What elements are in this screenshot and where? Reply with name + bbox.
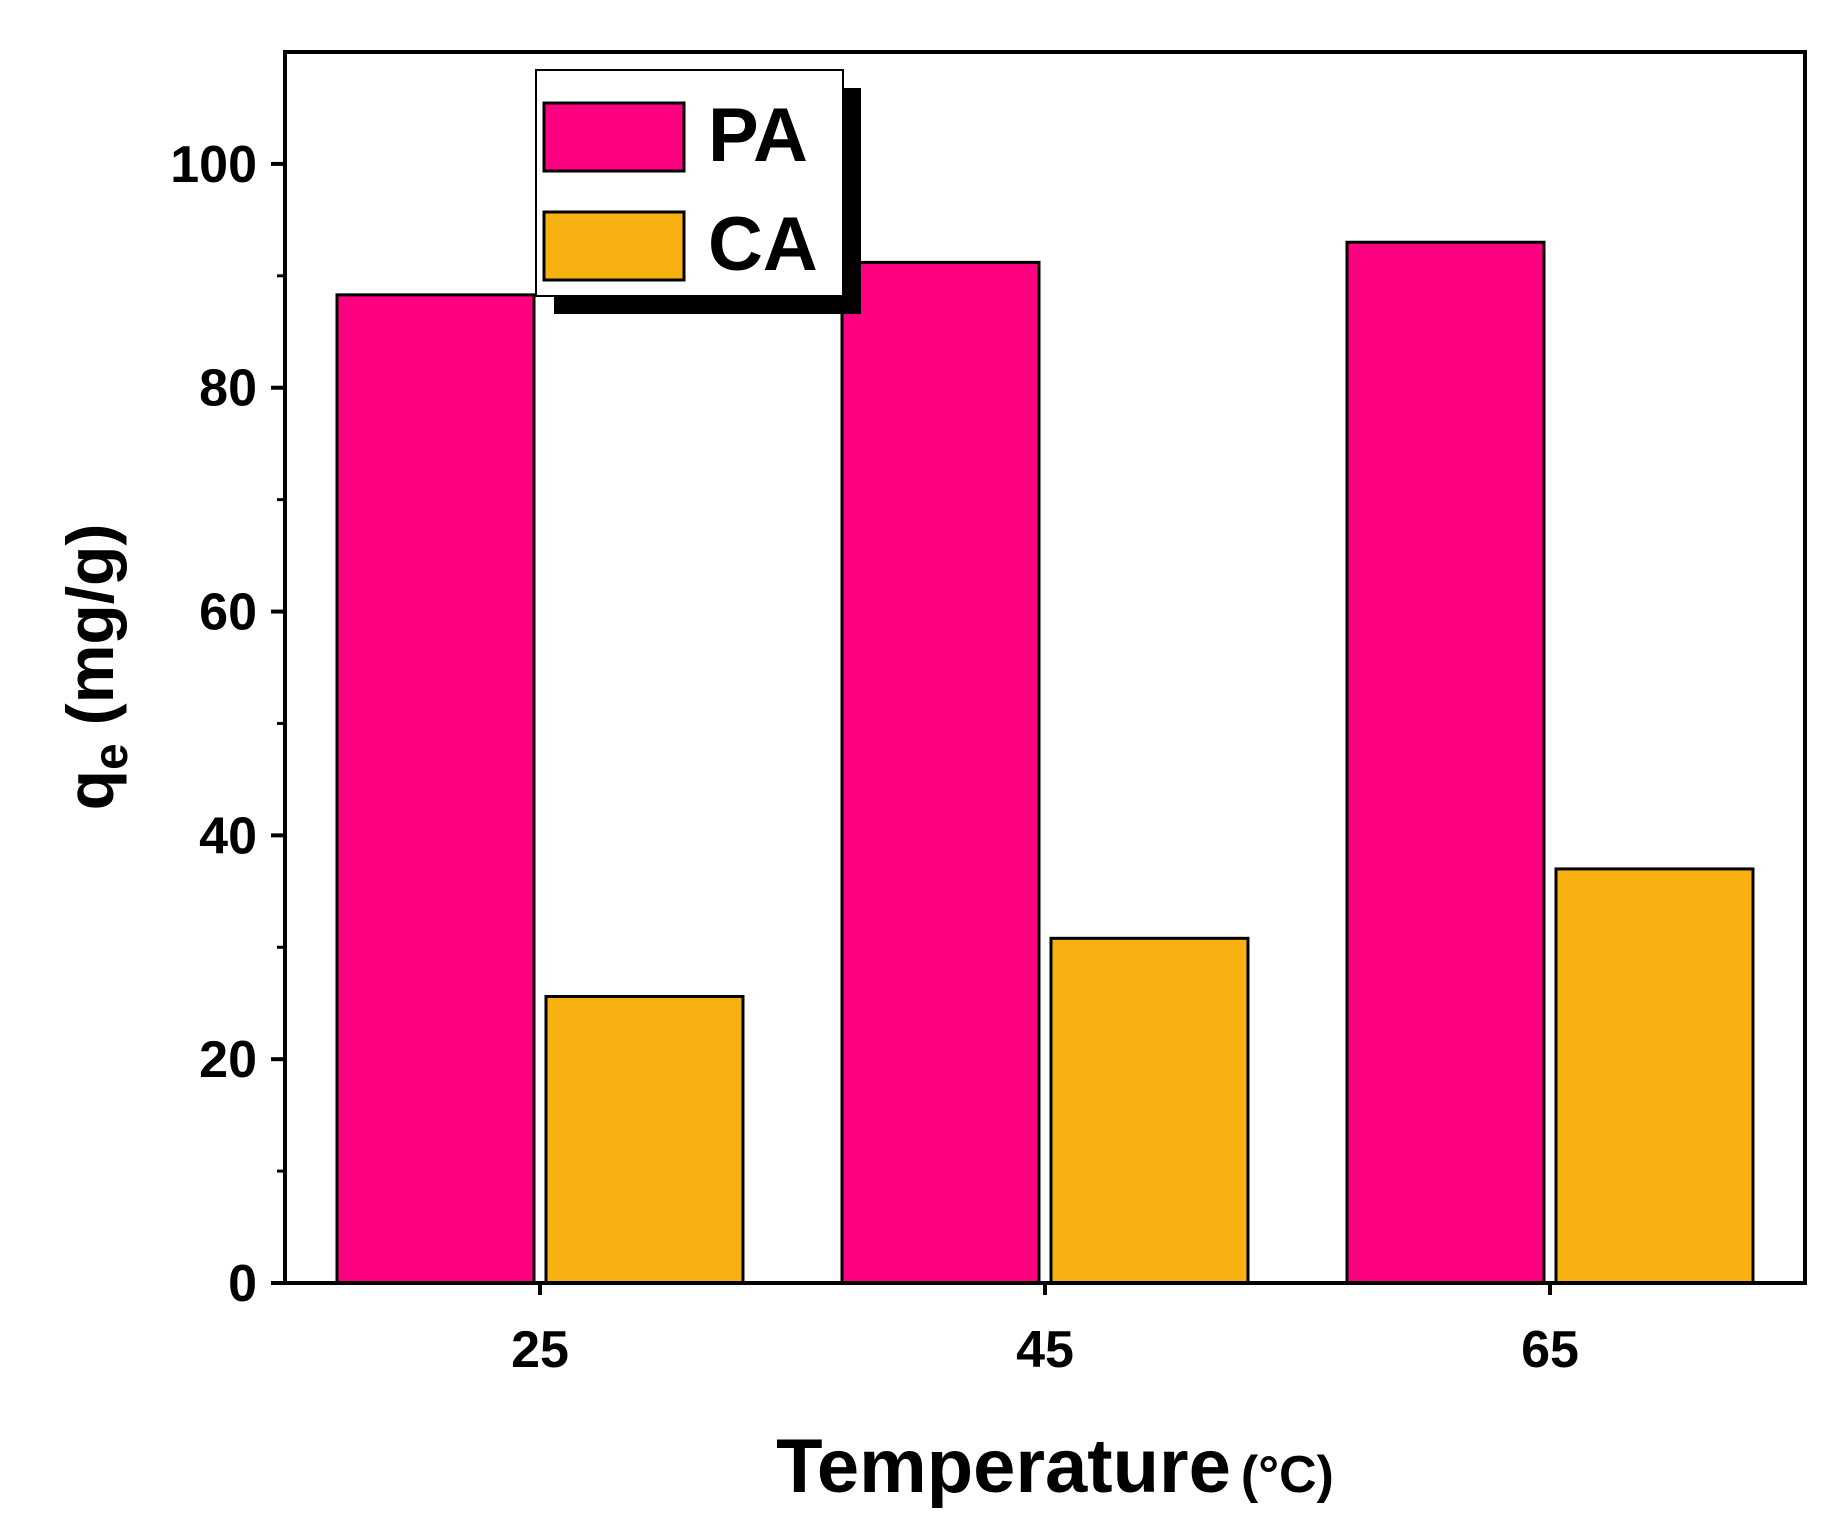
x-axis-title-text: Temperature bbox=[776, 1424, 1231, 1509]
legend-swatch-ca bbox=[542, 210, 686, 282]
y-tick-label: 100 bbox=[170, 136, 257, 194]
y-axis-title-main: q bbox=[53, 770, 127, 810]
x-tick-label: 25 bbox=[511, 1321, 569, 1379]
bar-pa-65 bbox=[1345, 240, 1546, 1285]
bar-pa-25 bbox=[335, 293, 536, 1285]
x-axis-unit: (°C) bbox=[1241, 1446, 1334, 1504]
y-tick-label: 40 bbox=[199, 807, 257, 865]
bar-ca-65 bbox=[1554, 867, 1755, 1285]
y-axis-title-sub: e bbox=[85, 743, 138, 770]
y-axis-title: qe (mg/g) bbox=[53, 524, 138, 811]
x-tick-label: 65 bbox=[1521, 1321, 1579, 1379]
legend-label-ca: CA bbox=[708, 202, 818, 287]
bar-ca-45 bbox=[1049, 936, 1250, 1285]
y-tick-label: 20 bbox=[199, 1031, 257, 1089]
y-axis-unit: (mg/g) bbox=[53, 524, 127, 726]
x-axis: 25 45 65 bbox=[511, 1283, 1579, 1379]
x-tick-label: 45 bbox=[1016, 1321, 1074, 1379]
bar-pa-45 bbox=[840, 260, 1041, 1285]
bars-layer bbox=[335, 240, 1755, 1285]
bar-ca-25 bbox=[544, 995, 745, 1285]
y-tick-label: 60 bbox=[199, 584, 257, 642]
y-tick-label: 80 bbox=[199, 360, 257, 418]
y-tick-label: 0 bbox=[228, 1255, 257, 1313]
legend: PA CA bbox=[535, 69, 861, 314]
x-axis-title: Temperature (°C) bbox=[776, 1424, 1334, 1509]
legend-swatch-pa bbox=[542, 101, 686, 173]
y-axis: 0 20 40 60 80 100 bbox=[170, 136, 285, 1313]
legend-label-pa: PA bbox=[708, 93, 808, 178]
